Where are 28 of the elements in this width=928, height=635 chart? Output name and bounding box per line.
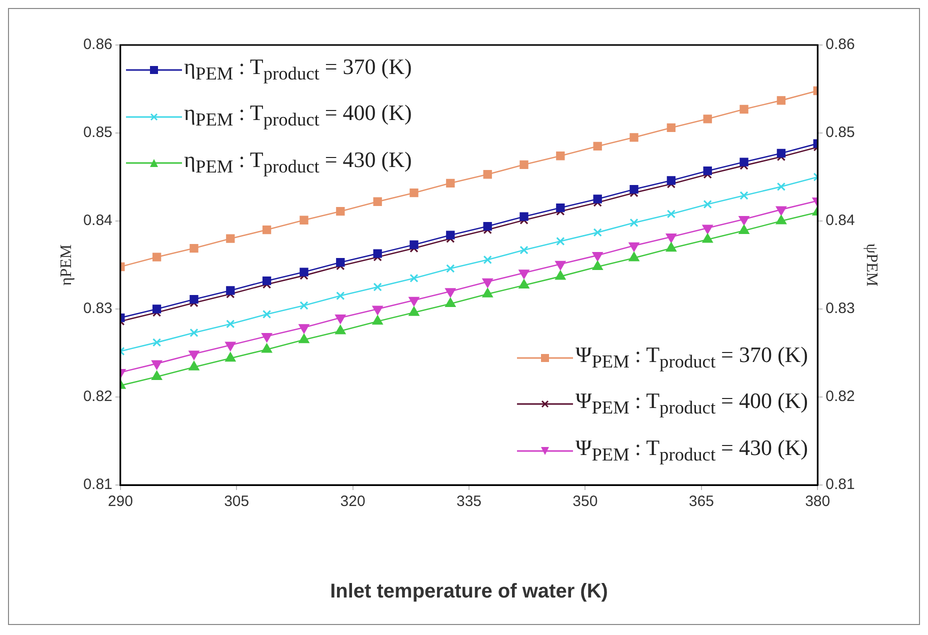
legend-label: η$_{PEM}$ : T$_{product}$ = 430 (K)	[184, 146, 412, 178]
x-tick-label: 350	[572, 493, 598, 510]
y2-tick-label: 0.86	[826, 36, 855, 54]
y2-tick-label: 0.81	[826, 476, 855, 494]
y-tick-label: 0.83	[83, 300, 112, 318]
x-tick-label: 365	[688, 493, 714, 510]
x-tick-label: 305	[224, 493, 250, 510]
y2-tick-label: 0.85	[826, 124, 855, 142]
legend-label: Ψ$_{PEM}$ : T$_{product}$ = 370 (K)	[575, 340, 808, 374]
y-tick-label: 0.85	[83, 124, 112, 142]
y-tick-label: 0.81	[83, 476, 112, 494]
y-axis-title: ηPEM	[58, 244, 75, 286]
y-tick-label: 0.82	[83, 388, 112, 406]
x-tick-label: 320	[340, 493, 366, 510]
legend-label: η$_{PEM}$ : T$_{product}$ = 370 (K)	[184, 53, 412, 86]
y-tick-label: 0.86	[83, 36, 112, 54]
x-tick-label: 335	[456, 493, 482, 510]
y2-axis-title: ψPEM	[863, 244, 880, 286]
legend-label: Ψ$_{PEM}$ : T$_{product}$ = 400 (K)	[575, 387, 808, 420]
y2-tick-label: 0.82	[826, 388, 855, 406]
x-tick-label: 380	[805, 493, 830, 510]
y2-tick-label: 0.83	[826, 300, 855, 318]
y-tick-label: 0.84	[83, 212, 112, 230]
x-tick-label: 290	[108, 493, 133, 510]
legend-label: η$_{PEM}$ : T$_{product}$ = 400 (K)	[184, 99, 412, 132]
y2-tick-label: 0.84	[826, 212, 855, 230]
x-axis-title: Inlet temperature of water (K)	[330, 580, 608, 603]
legend-label: Ψ$_{PEM}$ : T$_{product}$ = 430 (K)	[575, 434, 808, 466]
